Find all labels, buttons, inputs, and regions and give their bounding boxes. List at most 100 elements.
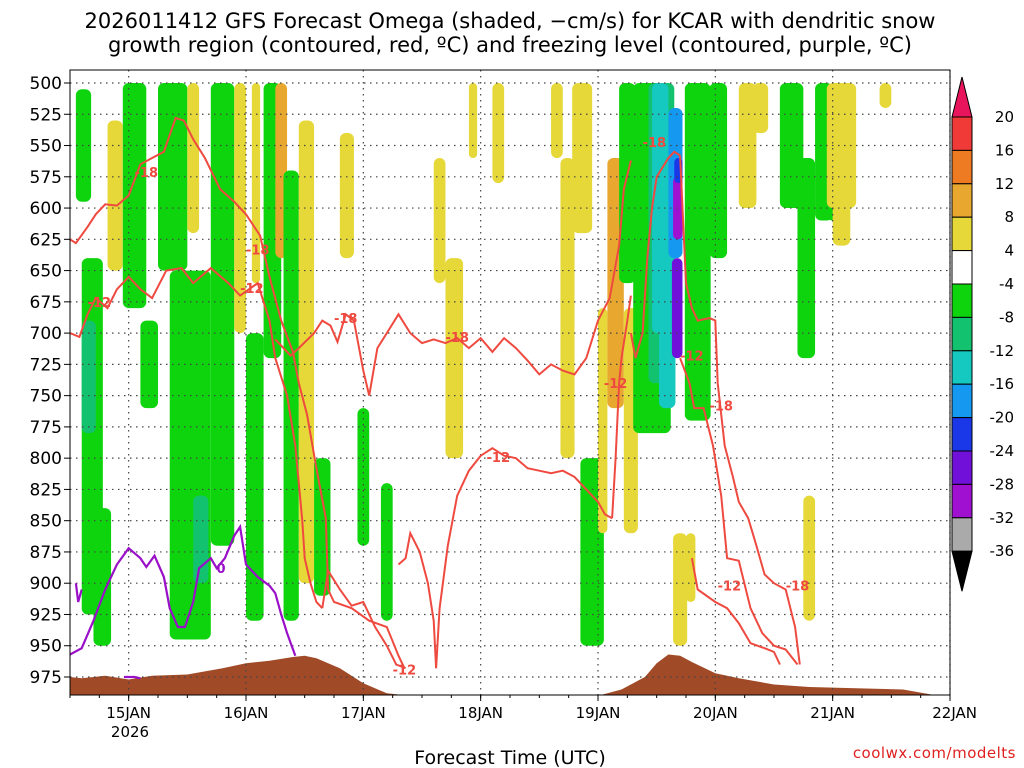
y-tick-label-0: 500 <box>30 74 62 94</box>
omega-region-26 <box>551 83 563 159</box>
chart-title-line-2: growth region (contoured, red, ºC) and f… <box>108 33 912 57</box>
omega-region-32 <box>619 83 636 284</box>
y-tick-label-13: 825 <box>30 480 62 500</box>
dgz-contour-2 <box>70 266 324 609</box>
y-tick-label-9: 725 <box>30 355 62 375</box>
dgz-label-12: -18 <box>786 580 810 595</box>
grid <box>70 70 951 695</box>
colorbar-bottom-arrow <box>951 550 973 592</box>
colorbar-tick-8: -16 <box>990 375 1015 393</box>
x-tick-label-7: 22JAN <box>932 704 977 722</box>
dgz-label-10: -18 <box>709 400 733 415</box>
omega-region-2 <box>81 320 96 434</box>
omega-region-22 <box>433 158 446 284</box>
x-tick-label-6: 21JAN <box>810 704 855 722</box>
dgz-contour-8 <box>629 150 681 359</box>
omega-region-7 <box>169 270 211 640</box>
omega-region-25 <box>492 83 505 184</box>
omega-region-8 <box>193 495 209 584</box>
colorbar-swatch-9 <box>951 383 973 419</box>
colorbar-swatch-13 <box>951 517 973 552</box>
y-tick-label-18: 950 <box>30 637 62 657</box>
dgz-label-9: -12 <box>680 350 704 365</box>
omega-region-57 <box>93 508 112 646</box>
omega-region-50 <box>797 158 816 359</box>
omega-region-4 <box>122 83 147 309</box>
colorbar-tick-12: -32 <box>990 509 1015 527</box>
dgz-label-13: -12 <box>393 663 417 678</box>
y-tick-label-3: 575 <box>30 168 62 188</box>
colorbar-swatch-7 <box>951 316 973 352</box>
omega-region-17 <box>298 120 315 584</box>
dgz-contour-7 <box>611 295 632 519</box>
dgz-label-0: -18 <box>135 166 159 181</box>
x-year-label: 2026 <box>111 723 149 741</box>
omega-region-41 <box>673 176 683 240</box>
colorbar-tick-13: -36 <box>990 542 1015 560</box>
colorbar-tick-7: -12 <box>990 342 1015 360</box>
contour-labels: -18 -18 -12 -12 -18 -18 -12 -12 -18 -12 -18 -12 -18 -… <box>88 136 810 679</box>
omega-region-19 <box>339 133 354 259</box>
chart-title-line-1: 2026011412 GFS Forecast Omega (shaded, −… <box>85 9 936 33</box>
credit-text: coolwx.com/modelts <box>853 744 1016 762</box>
dgz-contour-9 <box>679 155 801 665</box>
omega-region-20 <box>357 408 370 546</box>
y-tick-label-14: 850 <box>30 512 62 532</box>
omega-region-3 <box>107 120 123 271</box>
freezing-contour-1 <box>74 583 83 603</box>
omega-region-23 <box>445 258 464 459</box>
omega-region-51 <box>803 495 816 621</box>
y-tick-label-4: 600 <box>30 199 62 219</box>
colorbar-tick-4: 4 <box>1004 242 1014 260</box>
colorbar-swatch-5 <box>951 250 973 285</box>
colorbar-swatch-3 <box>951 183 973 218</box>
omega-region-43 <box>673 533 688 646</box>
omega-region-12 <box>246 333 264 621</box>
y-tick-label-16: 900 <box>30 574 62 594</box>
colorbar-tick-3: 8 <box>1004 208 1014 226</box>
dgz-label-8: -18 <box>643 136 667 151</box>
colorbar-tick-1: 16 <box>995 141 1014 159</box>
omega-region-48 <box>752 83 769 134</box>
omega-region-45 <box>709 83 728 259</box>
omega-region-21 <box>380 483 393 621</box>
dgz-contour-10 <box>679 357 799 666</box>
y-tick-label-17: 925 <box>30 605 62 625</box>
y-tick-label-1: 525 <box>30 105 62 125</box>
colorbar: 20 16 12 8 4 -4 -8 -12 -16 -20 -24 -28 -32 -36 <box>951 76 1015 592</box>
omega-region-44 <box>684 83 711 421</box>
dgz-contour-1 <box>245 213 406 669</box>
y-tick-label-6: 650 <box>30 262 62 282</box>
dgz-contour-5 <box>397 530 438 669</box>
dgz-contour-6 <box>435 447 613 669</box>
omega-region-55 <box>832 133 851 246</box>
colorbar-swatch-11 <box>951 450 973 485</box>
y-tick-label-2: 550 <box>30 137 62 157</box>
freezing-level-contours <box>70 523 297 680</box>
colorbar-swatch-10 <box>951 417 973 452</box>
omega-shading <box>75 83 892 646</box>
omega-region-27 <box>560 158 575 459</box>
colorbar-swatch-4 <box>951 216 973 252</box>
dgz-contour-4 <box>274 160 632 396</box>
y-tick-label-15: 875 <box>30 543 62 563</box>
omega-region-9 <box>187 83 200 234</box>
terrain <box>70 654 934 695</box>
colorbar-tick-5: -4 <box>999 275 1014 293</box>
x-tick-label-2: 17JAN <box>341 704 386 722</box>
omega-region-56 <box>879 83 892 109</box>
colorbar-tick-9: -20 <box>990 409 1015 427</box>
dgz-label-6: -12 <box>487 451 511 466</box>
omega-region-24 <box>468 83 478 159</box>
y-tick-label-19: 975 <box>30 668 62 688</box>
omega-region-40 <box>671 258 683 359</box>
omega-region-28 <box>572 83 593 234</box>
colorbar-swatch-12 <box>951 483 973 519</box>
dgz-contour-11 <box>690 558 781 665</box>
colorbar-top-arrow <box>951 76 973 118</box>
y-axis: 500 525 550 575 600 625 650 675 700 725 750 775 800 8… <box>30 74 70 688</box>
colorbar-tick-0: 20 <box>995 108 1014 126</box>
x-tick-label-1: 16JAN <box>224 704 269 722</box>
y-tick-label-11: 775 <box>30 418 62 438</box>
x-tick-label-5: 20JAN <box>693 704 738 722</box>
